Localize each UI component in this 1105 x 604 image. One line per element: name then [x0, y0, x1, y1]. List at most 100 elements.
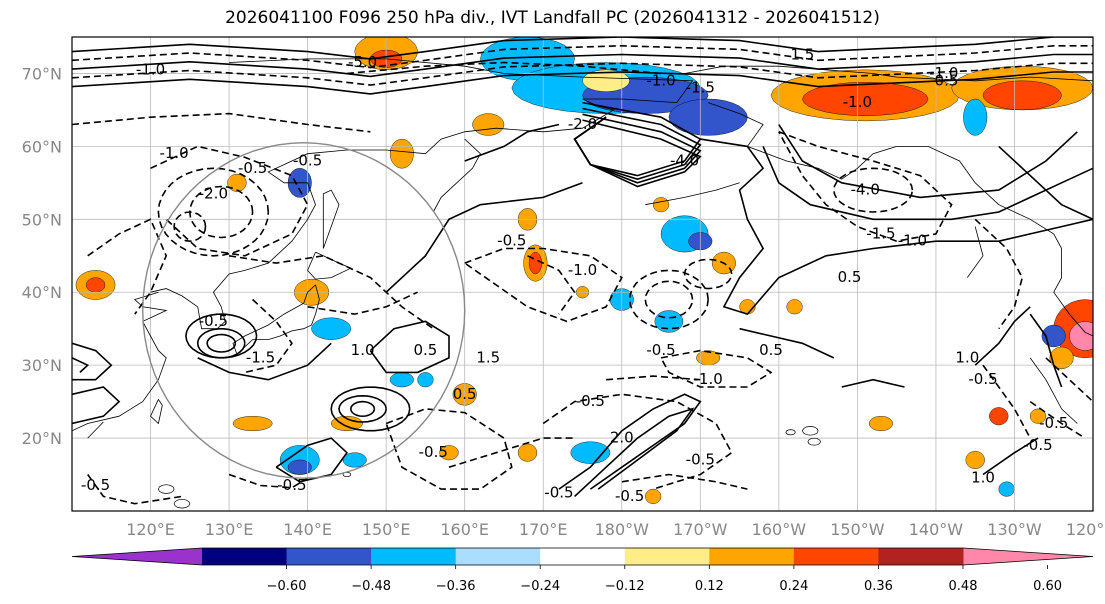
colorbar-swatch: [286, 548, 372, 565]
positive-contour: [998, 145, 1093, 221]
positive-contour: [982, 437, 1039, 476]
contour-label: -0.5: [686, 450, 715, 468]
positive-contour: [72, 342, 113, 381]
positive-contour: [369, 320, 450, 374]
divergence-fill: [232, 415, 273, 432]
colorbar-swatch: [202, 548, 288, 565]
coastline: [87, 421, 104, 439]
island-outline: [158, 484, 175, 494]
ivt-contours: [72, 37, 1093, 505]
contour-label: -0.5: [1023, 436, 1052, 454]
divergence-fill: [1069, 321, 1093, 351]
positive-contour: [700, 138, 1093, 316]
longitude-tick-label: 160°E: [440, 520, 489, 539]
longitude-tick-label: 160°W: [752, 520, 807, 539]
positive-contour: [558, 393, 702, 490]
positive-contour: [574, 407, 695, 497]
contour-label: -1.5: [866, 224, 895, 242]
positive-contour: [185, 313, 258, 359]
negative-contour: [448, 437, 575, 468]
contour-label: -0.5: [81, 476, 110, 494]
negative-contour: [72, 44, 1093, 69]
negative-contour: [307, 291, 418, 315]
negative-contour: [542, 393, 733, 490]
colorbar-outline: [71, 547, 1094, 566]
positive-contour: [1029, 313, 1063, 388]
colorbar-extend-high: [963, 548, 1093, 565]
negative-contour: [346, 61, 662, 75]
divergence-fill: [472, 113, 505, 136]
longitude-tick-label: 130°E: [205, 520, 254, 539]
divergence-fill: [786, 299, 803, 315]
map-frame: [71, 36, 1094, 512]
divergence-fill: [342, 452, 367, 468]
colorbar-tick-label: 0.60: [1033, 579, 1062, 594]
positive-contour: [338, 394, 387, 423]
divergence-fill: [517, 443, 538, 462]
divergence-fill: [389, 138, 414, 169]
contour-label: -4.0: [851, 181, 880, 199]
contour-label: -4.0: [670, 151, 699, 169]
divergence-fill: [570, 441, 611, 464]
coastline: [1029, 357, 1078, 424]
positive-contour: [778, 124, 1078, 199]
positive-contour: [330, 386, 411, 432]
island-outline: [264, 523, 272, 527]
island-outline: [342, 472, 352, 478]
colorbar-swatch: [709, 548, 795, 565]
negative-contour: [606, 375, 701, 381]
negative-contour: [527, 255, 576, 315]
positive-contour: [72, 71, 1093, 95]
positive-contour: [72, 357, 90, 373]
contour-label: 1.0: [351, 341, 375, 359]
contour-label: -1.5: [246, 348, 275, 366]
divergence-fill: [85, 277, 106, 293]
contour-label: -0.5: [968, 370, 997, 388]
negative-contour: [87, 474, 183, 505]
contour-label: -1.0: [929, 64, 958, 82]
colorbar-tick-label: −0.24: [520, 579, 560, 594]
contour-label: 1.5: [476, 348, 500, 366]
contour-label: -1.0: [136, 60, 165, 78]
longitude-tick-label: 140°W: [909, 520, 964, 539]
divergence-fill: [654, 310, 684, 333]
divergence-fill: [439, 445, 459, 461]
negative-contour: [660, 349, 773, 388]
positive-contour: [762, 146, 1093, 221]
negative-contour: [385, 408, 513, 490]
longitude-tick-label: 170°E: [519, 520, 568, 539]
divergence-fill: [989, 407, 1009, 426]
longitude-tick-label: 150°E: [362, 520, 411, 539]
divergence-fill: [330, 415, 363, 432]
longitude-tick-label: 130°W: [987, 520, 1042, 539]
negative-contour: [72, 62, 1093, 86]
coastline: [322, 189, 340, 249]
positive-contour: [275, 437, 348, 483]
negative-contour: [832, 167, 914, 213]
coastline: [432, 138, 481, 213]
colorbar-swatch: [540, 548, 626, 565]
contour-label: 0.5: [453, 385, 477, 403]
positive-contour: [72, 37, 1093, 60]
divergence-fill: [982, 80, 1062, 111]
contour-label: 1.5: [790, 46, 814, 64]
colorbar-tick-label: 0.36: [864, 579, 893, 594]
colorbar-swatch: [371, 548, 457, 565]
colorbar-swatch: [455, 548, 541, 565]
coastline: [966, 226, 984, 278]
latitude-tick-label: 70°N: [22, 64, 62, 83]
divergence-fill: [868, 415, 893, 432]
positive-contour: [841, 378, 905, 388]
contour-label: -0.5: [277, 476, 306, 494]
positive-contour: [349, 400, 376, 418]
coastline: [232, 284, 320, 355]
contour-label: -1.0: [568, 261, 597, 279]
divergence-fill: [963, 98, 988, 136]
latitude-tick-label: 30°N: [22, 356, 62, 375]
contour-label: -1.0: [646, 71, 675, 89]
contour-label: -2.0: [568, 115, 597, 133]
island-outline: [807, 437, 821, 446]
divergence-fill: [645, 488, 662, 504]
divergence-fill: [311, 317, 352, 340]
contour-label: 1.0: [971, 469, 995, 487]
